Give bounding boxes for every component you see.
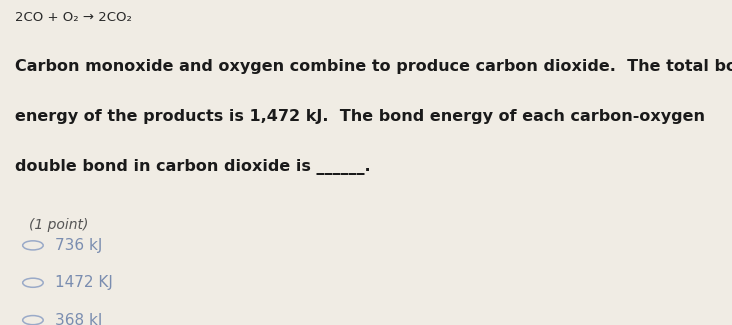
Text: Carbon monoxide and oxygen combine to produce carbon dioxide.  The total bond: Carbon monoxide and oxygen combine to pr… (15, 58, 732, 73)
Text: double bond in carbon dioxide is ______.: double bond in carbon dioxide is ______. (15, 159, 370, 175)
Text: 2CO + O₂ → 2CO₂: 2CO + O₂ → 2CO₂ (15, 11, 132, 24)
Text: 1472 KJ: 1472 KJ (55, 275, 113, 290)
Text: energy of the products is 1,472 kJ.  The bond energy of each carbon-oxygen: energy of the products is 1,472 kJ. The … (15, 109, 705, 124)
Text: 368 kJ: 368 kJ (55, 313, 102, 325)
Text: (1 point): (1 point) (29, 218, 89, 232)
Text: 736 kJ: 736 kJ (55, 238, 102, 253)
